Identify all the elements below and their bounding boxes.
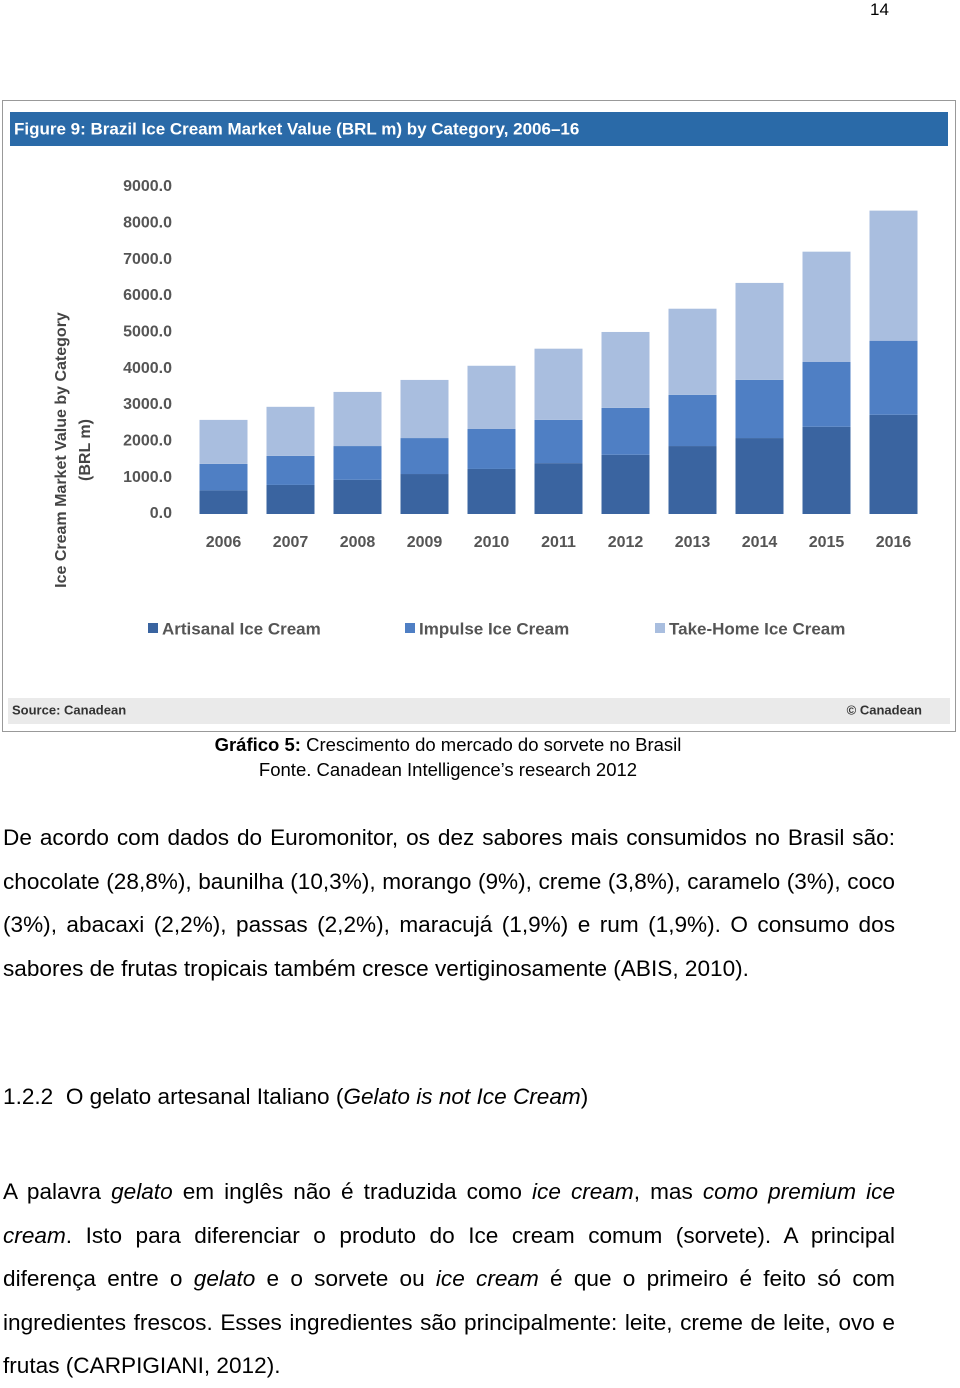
legend-label: Impulse Ice Cream [419, 619, 569, 638]
italic-text: ice cream [435, 1266, 539, 1291]
bar-segment [266, 455, 315, 485]
bar-segment [735, 438, 784, 514]
legend-swatch [148, 623, 158, 633]
bar-segment [199, 419, 248, 464]
caption: Gráfico 5: Crescimento do mercado do sor… [0, 732, 896, 782]
bar-segment [735, 282, 784, 380]
bar-segment [400, 379, 449, 439]
x-tick-label: 2006 [206, 534, 242, 551]
x-tick-label: 2015 [809, 534, 845, 551]
bar-segment [467, 428, 516, 469]
x-tick-label: 2011 [541, 534, 576, 551]
italic-text: ice cream [532, 1179, 634, 1204]
y-tick-label: 9000.0 [123, 178, 172, 195]
x-tick-label: 2010 [474, 534, 510, 551]
x-tick-label: 2008 [340, 534, 376, 551]
bar-segment [802, 361, 851, 427]
caption-source: Fonte. Canadean Intelligence’s research … [258, 759, 638, 780]
x-tick-label: 2012 [608, 534, 644, 551]
text: em inglês não é traduzida como [172, 1179, 533, 1204]
bar-segment [266, 484, 315, 514]
y-label-line: (BRL m) [77, 419, 94, 481]
italic-text: gelato [193, 1266, 256, 1291]
text: A palavra [3, 1179, 112, 1204]
bar-segment [869, 414, 918, 514]
x-tick-label: 2007 [273, 534, 309, 551]
chart-title: Figure 9: Brazil Ice Cream Market Value … [14, 119, 579, 138]
bar-segment [333, 479, 382, 514]
page-number: 14 [870, 0, 889, 19]
italic-text: como premium ice cream [3, 1179, 896, 1248]
caption-label: Gráfico 5: [214, 734, 301, 755]
text: . Isto para diferenciar o produto do Ice… [3, 1222, 895, 1292]
bar-segment [601, 331, 650, 408]
x-tick-label: 2014 [742, 534, 778, 551]
bar-segment [199, 463, 248, 491]
bar-segment [467, 365, 516, 429]
x-tick-label: 2013 [675, 534, 711, 551]
legend-label: Take-Home Ice Cream [669, 619, 845, 638]
bar-segment [802, 426, 851, 514]
chart: Figure 9: Brazil Ice Cream Market Value … [2, 100, 956, 732]
y-tick-label: 8000.0 [123, 215, 172, 232]
bar-segment [333, 446, 382, 480]
bar-segment [869, 340, 918, 415]
text: O gelato artesanal Italiano ( [65, 1084, 344, 1109]
bar-segment [467, 468, 516, 514]
y-tick-label: 1000.0 [123, 469, 172, 486]
bar-segment [869, 210, 918, 341]
x-tick-label: 2009 [407, 534, 443, 551]
italic-text: Gelato is not Ice Cream [343, 1084, 581, 1109]
y-tick-label: 0.0 [150, 505, 172, 522]
paragraph: De acordo com dados do Euromonitor, os d… [3, 816, 895, 990]
text: De acordo com dados do Euromonitor, os d… [3, 825, 895, 981]
y-tick-label: 4000.0 [123, 360, 172, 377]
y-axis-label: Ice Cream Market Value by Category (BRL … [53, 312, 94, 588]
italic-text: gelato [111, 1179, 173, 1204]
bar-segment [400, 438, 449, 475]
y-tick-label: 5000.0 [123, 324, 172, 341]
bar-segment [601, 454, 650, 514]
y-tick-label: 7000.0 [123, 251, 172, 268]
y-label-line: Ice Cream Market Value by Category [53, 312, 70, 588]
bar-segment [534, 463, 583, 514]
text: é que o primeiro é feito só com ingredie… [3, 1266, 895, 1378]
bar-segment [534, 419, 583, 464]
bar-segment [601, 407, 650, 455]
y-tick-label: 2000.0 [123, 433, 172, 450]
bar-segment [735, 379, 784, 439]
bar-segment [400, 474, 449, 514]
paragraph: A palavra gelato em inglês não é traduzi… [3, 1170, 895, 1388]
bar-segment [199, 490, 248, 514]
text: e o sorvete ou [255, 1266, 436, 1291]
bar-segment [534, 348, 583, 420]
title-bar [10, 112, 948, 146]
text: , mas [633, 1179, 703, 1204]
bar-segment [668, 308, 717, 395]
chart-copyright: © Canadean [847, 702, 922, 717]
bar-segment [333, 391, 382, 447]
legend-label: Artisanal Ice Cream [162, 619, 321, 638]
chart-source: Source: Canadean [12, 702, 126, 717]
section-heading: 1.2.2 O gelato artesanal Italiano (Gelat… [3, 1084, 588, 1110]
heading-number: 1.2.2 [3, 1084, 54, 1109]
text: ) [580, 1084, 589, 1109]
caption-line: Gráfico 5: Crescimento do mercado do sor… [0, 732, 896, 757]
bar-segment [668, 394, 717, 447]
y-tick-label: 3000.0 [123, 396, 172, 413]
y-tick-label: 6000.0 [123, 287, 172, 304]
legend-swatch [405, 623, 415, 633]
legend-swatch [655, 623, 665, 633]
bar-segment [668, 446, 717, 514]
caption-text: Crescimento do mercado do sorvete no Bra… [306, 734, 682, 755]
bar-segment [802, 251, 851, 362]
footer-bar [8, 698, 950, 724]
bar-segment [266, 406, 315, 456]
x-tick-label: 2016 [876, 534, 912, 551]
